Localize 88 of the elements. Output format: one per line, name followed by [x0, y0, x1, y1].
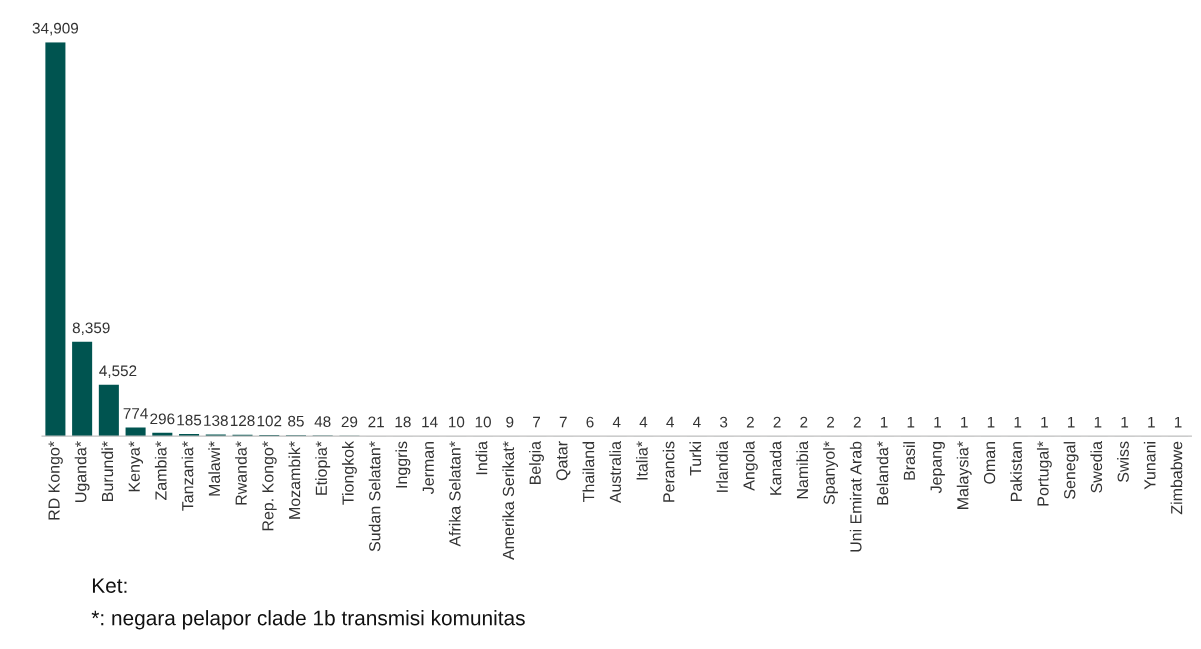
x-tick-label: RD Kongo*	[48, 441, 63, 520]
x-tick-label: Afrika Selatan*	[448, 441, 461, 547]
x-tick-label: India	[475, 440, 488, 475]
data-label: 14	[422, 416, 438, 428]
x-tick-label: Burundi*	[101, 441, 114, 501]
x-tick-label: Swedia	[1090, 440, 1103, 493]
text: *: negara pelapor clade 1b transmisi komunitas	[91, 610, 525, 630]
x-tick-label: Tiongkok	[341, 440, 357, 505]
data-label: 1	[1094, 416, 1102, 428]
data-label: 1	[1148, 416, 1155, 428]
x-tick-label: Mozambik*	[288, 441, 301, 519]
x-tick-label: Kenya*	[128, 441, 144, 492]
data-label: 6	[586, 416, 594, 428]
data-label: 7	[559, 416, 567, 428]
data-label: 34,909	[32, 22, 79, 36]
data-label: 1	[1174, 416, 1182, 428]
data-label: 48	[314, 416, 331, 428]
x-tick-label: Rep. Kongo*	[262, 441, 277, 531]
x-tick-label: Irlandia	[716, 440, 728, 492]
data-label: 1	[1121, 416, 1129, 428]
x-tick-label: Malaysia*	[956, 441, 972, 509]
x-tick-label: Yunani	[1143, 442, 1156, 490]
x-tick-label: Tanzania*	[181, 441, 194, 511]
x-tick-label: Inggris	[395, 441, 411, 488]
x-tick-label: Uganda*	[74, 441, 90, 502]
data-label: 4	[693, 416, 701, 428]
data-label: 1	[1041, 416, 1048, 428]
x-tick-label: Portugal*	[1036, 441, 1052, 506]
x-tick-label: Sudan Selatan*	[368, 441, 381, 552]
x-tick-label: Zambia*	[154, 441, 167, 500]
data-label: 4	[639, 416, 648, 428]
data-label: 10	[475, 416, 491, 428]
x-tick-label: Australia	[609, 440, 621, 504]
x-tick-label: Amerika Serikat*	[502, 441, 515, 560]
data-label: 185	[177, 414, 202, 426]
data-label: 138	[204, 415, 228, 426]
x-tick-label: Brasil	[903, 442, 916, 480]
data-label: 29	[341, 416, 358, 428]
text: Ket:	[92, 578, 127, 593]
x-tick-label: Turki	[689, 442, 702, 476]
data-label: 774	[123, 408, 148, 419]
data-label: 1	[1068, 416, 1075, 428]
x-tick-label: Jepang	[930, 442, 945, 494]
data-label: 2	[827, 416, 835, 428]
data-label: 1	[961, 416, 968, 428]
data-label: 2	[800, 416, 808, 428]
x-tick-label: Pakistan	[1010, 442, 1022, 501]
x-tick-label: Kanada	[769, 440, 782, 495]
x-tick-label: Perancis	[662, 441, 675, 502]
data-label: 128	[230, 415, 255, 427]
data-label: 18	[395, 416, 411, 428]
data-label: 4,552	[99, 365, 137, 378]
data-label: 1	[987, 416, 995, 428]
data-label: 9	[506, 416, 514, 428]
x-tick-label: Zimbabwe	[1170, 441, 1183, 515]
data-label: 4	[666, 416, 674, 428]
x-tick-label: Rwanda*	[235, 441, 247, 505]
x-tick-label: Thailand	[582, 442, 595, 502]
x-tick-label: Angola	[742, 440, 758, 491]
x-tick-label: Namibia	[796, 440, 809, 499]
x-tick-label: Belgia	[529, 440, 544, 485]
data-label: 1	[934, 416, 941, 428]
data-label: 8,359	[72, 322, 110, 336]
x-tick-label: Malawi*	[208, 441, 221, 496]
data-label: 102	[257, 415, 282, 427]
data-label: 1	[907, 416, 915, 428]
x-tick-label: Jerman	[422, 442, 434, 494]
data-label: 1	[880, 416, 888, 428]
data-label: 2	[773, 416, 781, 428]
data-label: 1	[1014, 416, 1022, 428]
data-label: 4	[612, 416, 621, 428]
x-tick-label: Italia*	[636, 441, 648, 480]
x-tick-label: Qatar	[556, 441, 571, 481]
x-tick-label: Senegal	[1063, 442, 1079, 499]
data-label: 2	[746, 416, 754, 428]
data-label: 2	[853, 416, 861, 428]
x-tick-label: Swiss	[1117, 441, 1129, 482]
x-tick-label: Uni Emirat Arab	[849, 441, 862, 552]
data-label: 296	[150, 413, 175, 425]
x-tick-label: Etiopia*	[315, 441, 331, 495]
data-label: 21	[368, 416, 384, 428]
data-label: 85	[288, 415, 304, 427]
data-label: 7	[533, 416, 541, 428]
x-tick-label: Oman	[983, 442, 996, 484]
x-tick-label: Belanda*	[876, 441, 889, 505]
data-label: 3	[719, 416, 728, 428]
x-tick-label: Spanyol*	[823, 441, 838, 505]
data-label: 10	[449, 416, 465, 428]
